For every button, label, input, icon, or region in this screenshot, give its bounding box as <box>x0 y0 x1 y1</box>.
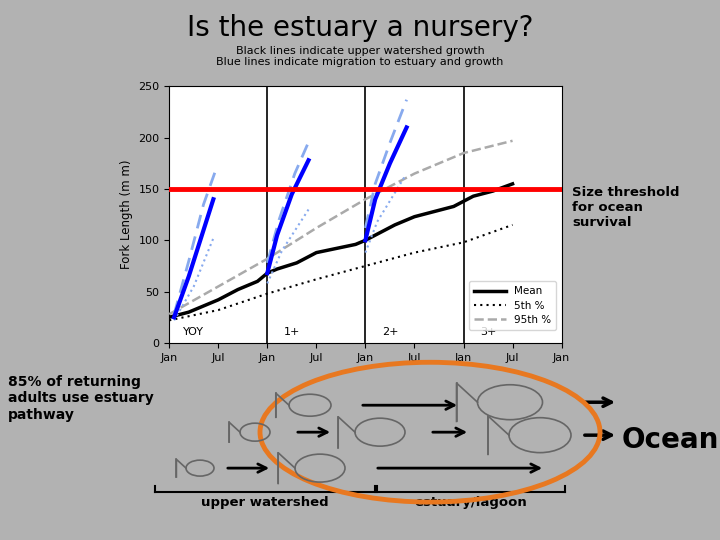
Text: Blue lines indicate migration to estuary and growth: Blue lines indicate migration to estuary… <box>216 57 504 67</box>
Text: 85% of returning
adults use estuary
pathway: 85% of returning adults use estuary path… <box>8 375 154 422</box>
Text: 1+: 1+ <box>284 327 300 337</box>
Text: Black lines indicate upper watershed growth: Black lines indicate upper watershed gro… <box>235 46 485 56</box>
Text: Is the estuary a nursery?: Is the estuary a nursery? <box>186 14 534 42</box>
Text: 3+: 3+ <box>480 327 496 337</box>
Text: Ocean: Ocean <box>622 426 719 454</box>
Text: 2+: 2+ <box>382 327 398 337</box>
Text: upper watershed: upper watershed <box>201 496 329 509</box>
Text: estuary/lagoon: estuary/lagoon <box>415 496 527 509</box>
Text: YOY: YOY <box>183 327 204 337</box>
Legend: Mean, 5th %, 95th %: Mean, 5th %, 95th % <box>469 281 557 330</box>
Y-axis label: Fork Length (m m): Fork Length (m m) <box>120 160 132 269</box>
Text: Size threshold
for ocean
survival: Size threshold for ocean survival <box>572 186 680 230</box>
